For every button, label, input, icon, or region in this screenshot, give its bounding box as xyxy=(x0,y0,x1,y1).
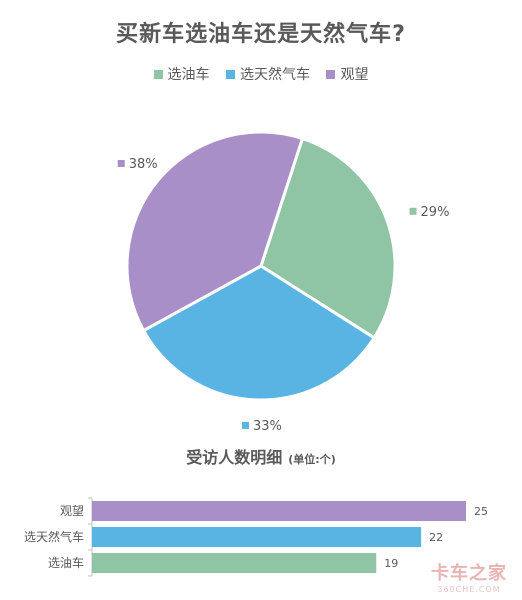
bar-value-label-gas: 22 xyxy=(429,531,443,544)
bar-chart-title-main: 受访人数明细 xyxy=(186,448,283,467)
pie-chart: 29% 33% 38% xyxy=(117,130,450,434)
pie-slice-oil xyxy=(259,137,397,340)
bar-chart-title: 受访人数明细 (单位:个) xyxy=(0,444,522,468)
bar-category-label-wait: 观望 xyxy=(60,504,84,518)
pie-label-swatch-oil xyxy=(409,207,417,215)
bar-value-label-oil: 19 xyxy=(384,557,398,570)
pie-label-swatch-gas xyxy=(241,421,249,429)
legend-label-wait: 观望 xyxy=(340,67,369,83)
pie-chart-title: 买新车选油车还是天然气车? xyxy=(116,22,406,47)
pie-label-wait: 38% xyxy=(117,157,158,172)
legend-item-oil: 选油车 xyxy=(153,64,210,84)
bar-chart-subtitle: (单位:个) xyxy=(288,453,336,466)
legend-swatch-wait xyxy=(326,69,336,79)
pie-label-text-gas: 33% xyxy=(253,419,282,434)
legend-item-gas: 选天然气车 xyxy=(226,64,310,84)
pie-label-text-wait: 38% xyxy=(129,157,158,172)
legend-label-gas: 选天然气车 xyxy=(240,67,310,83)
bar-category-label-oil: 选油车 xyxy=(48,555,84,570)
bar-gas xyxy=(92,527,422,547)
legend-label-oil: 选油车 xyxy=(167,67,210,83)
bar-oil xyxy=(92,553,377,573)
legend-swatch-oil xyxy=(153,69,163,79)
pie-label-gas: 33% xyxy=(241,419,282,434)
bar-value-label-wait: 25 xyxy=(474,505,488,518)
legend-swatch-gas xyxy=(226,69,235,79)
pie-label-swatch-wait xyxy=(117,160,125,168)
pie-legend: 选油车 选天然气车 观望 xyxy=(0,64,522,84)
pie-label-text-oil: 29% xyxy=(421,205,450,220)
bar-category-label-gas: 选天然气车 xyxy=(24,529,84,544)
bar-axis xyxy=(88,497,93,577)
bar-wait xyxy=(92,501,466,521)
pie-slice-wait xyxy=(125,130,304,333)
legend-item-wait: 观望 xyxy=(326,64,368,84)
pie-label-oil: 29% xyxy=(409,205,450,220)
